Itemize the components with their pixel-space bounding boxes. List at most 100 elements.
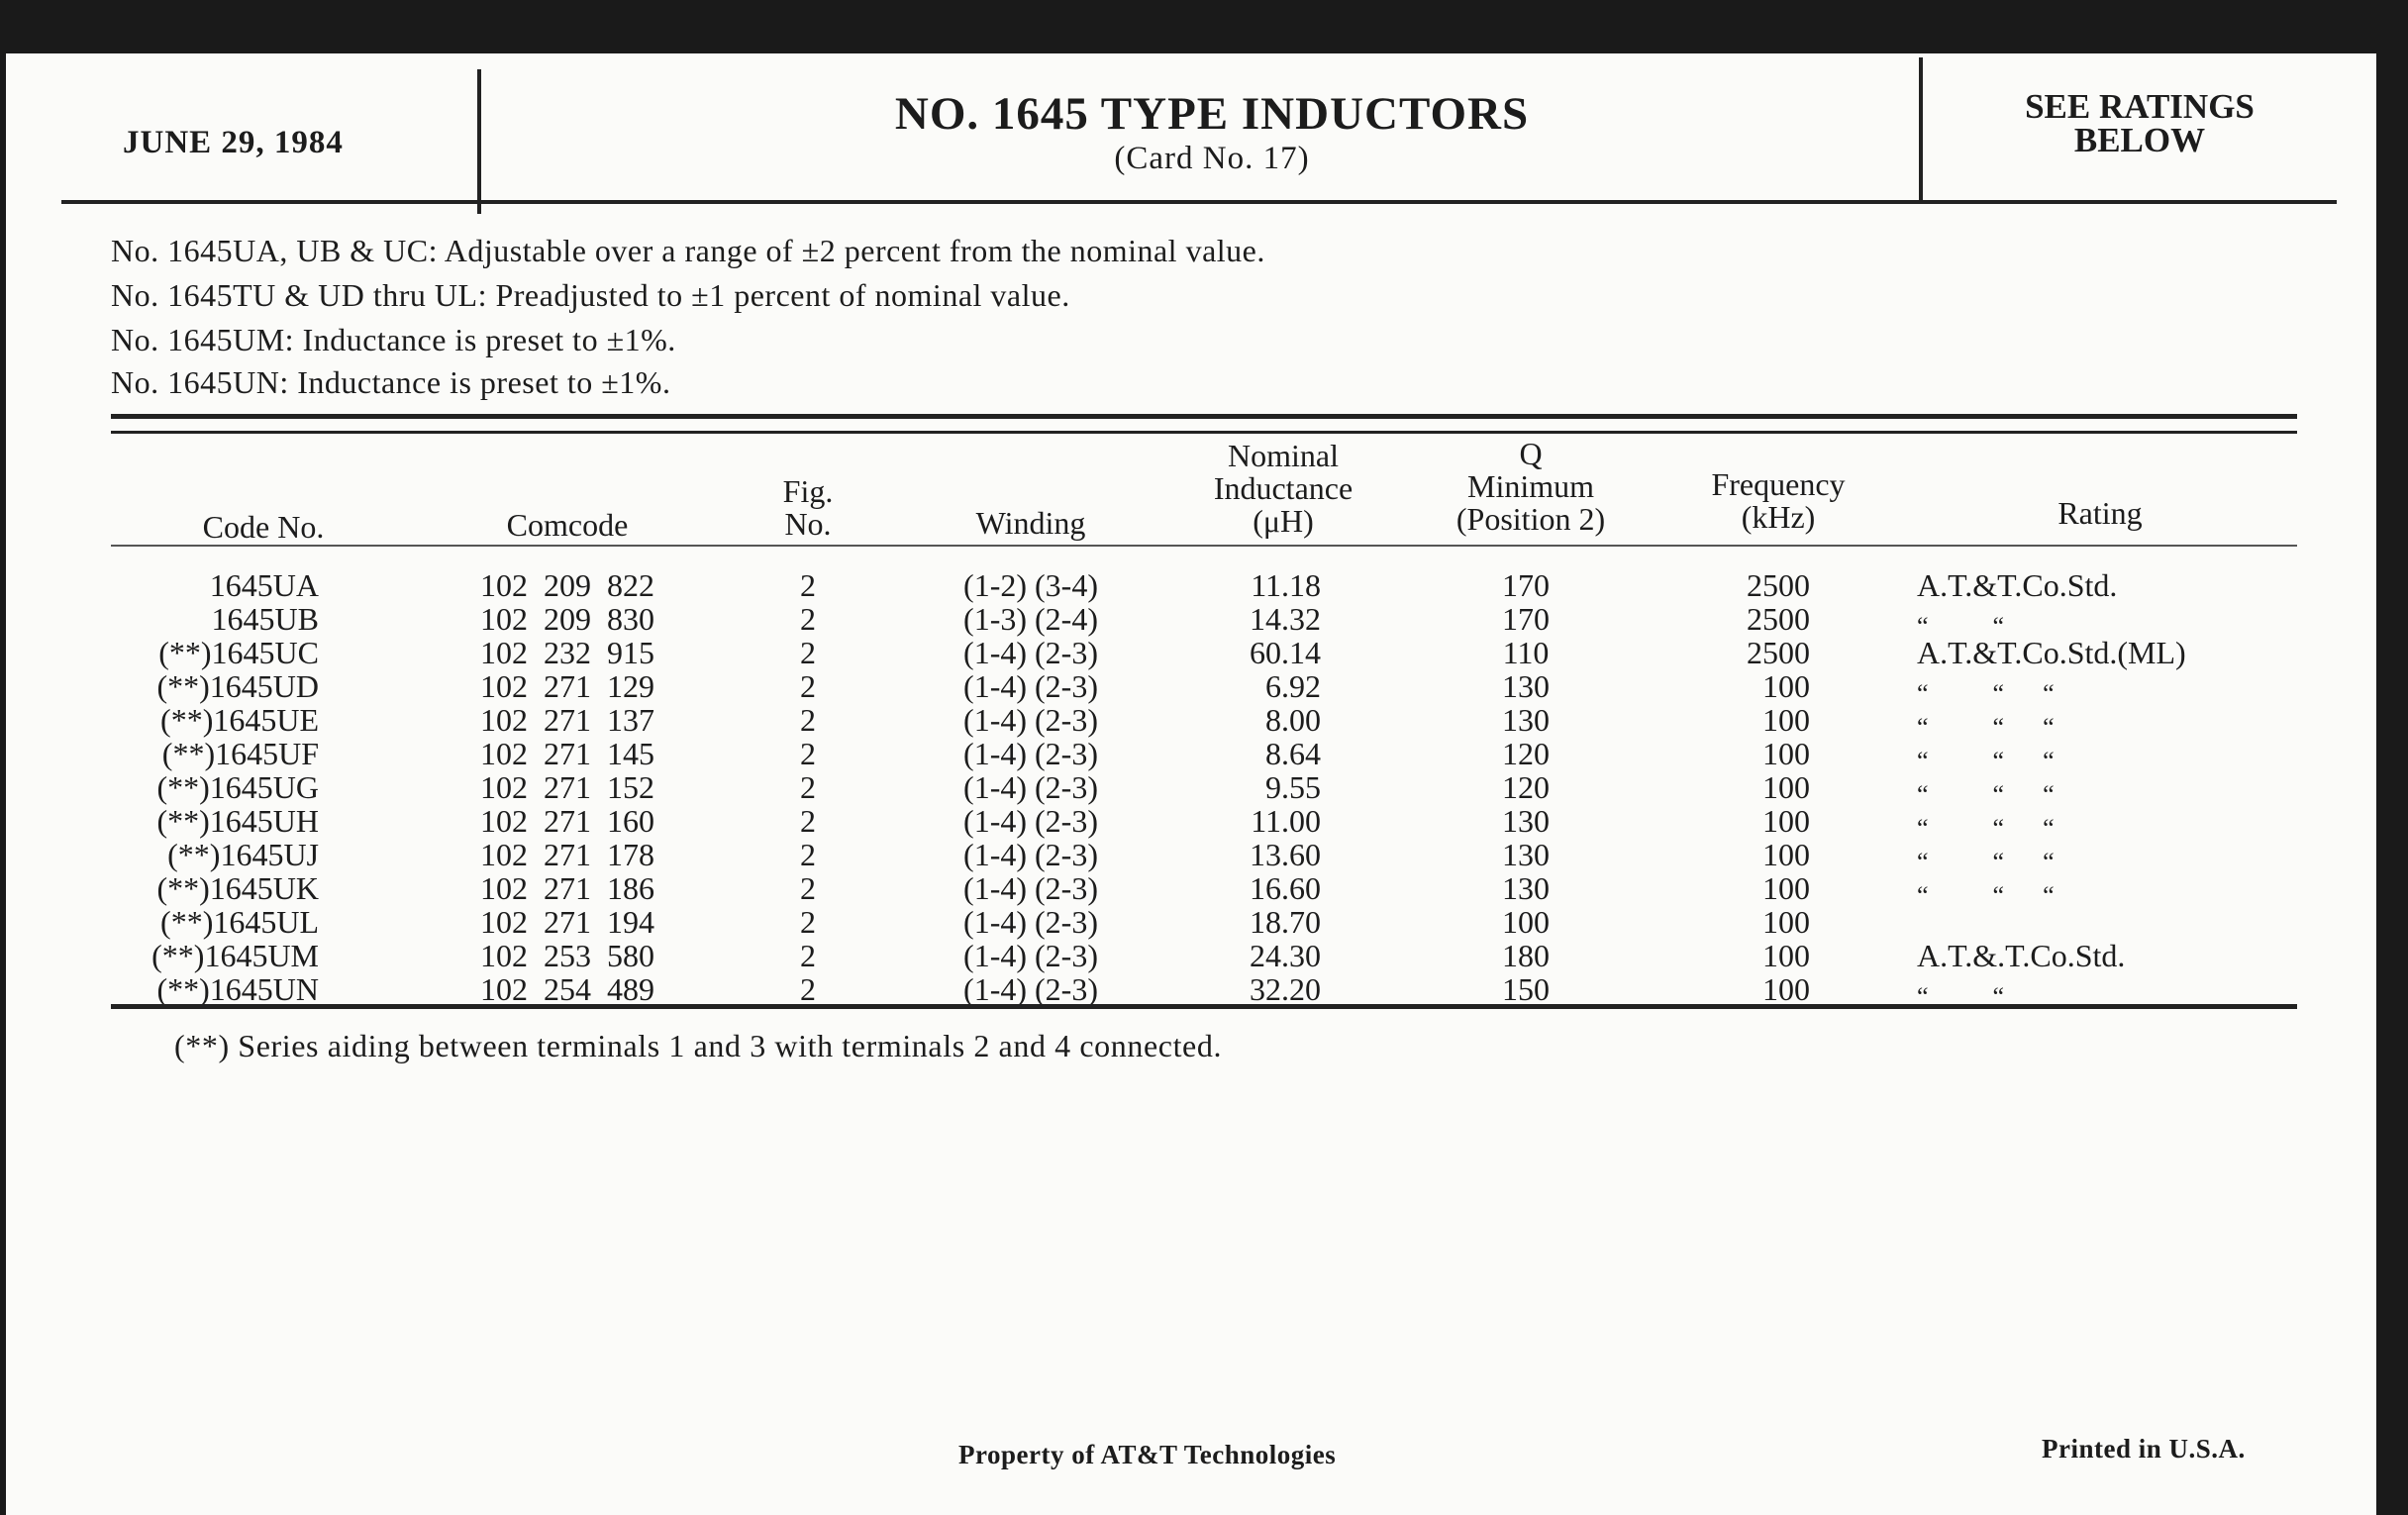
rating-cell: “ “ bbox=[1917, 612, 2005, 641]
q-minimum-cell: 170 bbox=[1502, 567, 1550, 603]
winding-cell: (1-4) (2-3) bbox=[963, 971, 1098, 1007]
code-cell: (**)1645UD bbox=[156, 668, 319, 704]
ratings-note-line1: SEE RATINGS bbox=[2025, 87, 2255, 126]
inductance-cell: 24.30 bbox=[1250, 938, 1321, 973]
q-minimum-cell: 130 bbox=[1502, 803, 1550, 839]
table-row: 1645UB 102 209 830 2 (1-3) (2-4) 14.32 170 250… bbox=[6, 601, 2376, 641]
q-minimum-cell: 130 bbox=[1502, 837, 1550, 872]
card-number: (Card No. 17) bbox=[1114, 141, 1310, 176]
code-cell: (**)1645UC bbox=[158, 635, 319, 670]
q-minimum-cell: 130 bbox=[1502, 702, 1550, 738]
q-minimum-cell: 150 bbox=[1502, 971, 1550, 1007]
inductance-cell: 16.60 bbox=[1250, 870, 1321, 906]
table-row: (**)1645UH 102 271 160 2 (1-4) (2-3) 11.00 13… bbox=[6, 803, 2376, 843]
table-bottom-rule bbox=[111, 1004, 2297, 1009]
winding-cell: (1-4) (2-3) bbox=[963, 938, 1098, 973]
inductance-cell: 32.20 bbox=[1250, 971, 1321, 1007]
note-line: No. 1645UA, UB & UC: Adjustable over a r… bbox=[111, 233, 1265, 268]
comcode-cell: 102 271 152 bbox=[480, 769, 654, 805]
winding-cell: (1-4) (2-3) bbox=[963, 837, 1098, 872]
inductance-cell: 8.00 bbox=[1265, 702, 1321, 738]
header-code: Code No. bbox=[202, 509, 325, 545]
frequency-cell: 2500 bbox=[1747, 567, 1810, 603]
header-q-1: Q bbox=[1519, 436, 1543, 471]
header-frequency-1: Frequency bbox=[1711, 466, 1846, 502]
fig-cell: 2 bbox=[800, 971, 816, 1007]
comcode-cell: 102 232 915 bbox=[480, 635, 654, 670]
header-inductance-3: (μH) bbox=[1253, 503, 1314, 539]
code-cell: 1645UB bbox=[211, 601, 319, 637]
header-inductance-2: Inductance bbox=[1213, 470, 1354, 506]
winding-cell: (1-4) (2-3) bbox=[963, 668, 1098, 704]
fig-cell: 2 bbox=[800, 769, 816, 805]
inductance-cell: 11.00 bbox=[1251, 803, 1321, 839]
header-fig-2: No. bbox=[784, 506, 832, 542]
q-minimum-cell: 100 bbox=[1502, 904, 1550, 940]
comcode-cell: 102 271 194 bbox=[480, 904, 654, 940]
code-cell: (**)1645UN bbox=[156, 971, 319, 1007]
code-cell: (**)1645UE bbox=[160, 702, 319, 738]
property-notice: Property of AT&T Technologies bbox=[958, 1440, 1337, 1469]
frequency-cell: 100 bbox=[1762, 736, 1810, 771]
table-row: (**)1645UK 102 271 186 2 (1-4) (2-3) 16.60 13… bbox=[6, 870, 2376, 910]
rating-cell: “ “ “ bbox=[1917, 679, 2055, 708]
header-fig-1: Fig. bbox=[782, 473, 834, 509]
ratings-note-line2: BELOW bbox=[2073, 121, 2206, 159]
winding-cell: (1-4) (2-3) bbox=[963, 635, 1098, 670]
header-rule bbox=[61, 200, 2337, 204]
rating-cell: A.T.&T.Co.Std. bbox=[1917, 567, 2118, 603]
note-line: No. 1645TU & UD thru UL: Preadjusted to … bbox=[111, 277, 1070, 313]
winding-cell: (1-4) (2-3) bbox=[963, 870, 1098, 906]
inductance-cell: 9.55 bbox=[1265, 769, 1321, 805]
table-row: (**)1645UN 102 254 489 2 (1-4) (2-3) 32.20 15… bbox=[6, 971, 2376, 1011]
rating-cell: “ “ bbox=[1917, 982, 2005, 1011]
header-divider-left bbox=[477, 69, 481, 214]
table-row: (**)1645UE 102 271 137 2 (1-4) (2-3) 8.00 130… bbox=[6, 702, 2376, 742]
header-winding: Winding bbox=[975, 505, 1086, 541]
note-line: No. 1645UN: Inductance is preset to ±1%. bbox=[111, 364, 671, 400]
code-cell: (**)1645UK bbox=[156, 870, 319, 906]
frequency-cell: 100 bbox=[1762, 904, 1810, 940]
rating-cell: “ “ “ bbox=[1917, 814, 2055, 843]
rating-cell: A.T.&.T.Co.Std. bbox=[1917, 938, 2126, 973]
frequency-cell: 100 bbox=[1762, 769, 1810, 805]
winding-cell: (1-4) (2-3) bbox=[963, 736, 1098, 771]
fig-cell: 2 bbox=[800, 803, 816, 839]
inductance-cell: 11.18 bbox=[1251, 567, 1321, 603]
q-minimum-cell: 110 bbox=[1502, 635, 1550, 670]
frequency-cell: 100 bbox=[1762, 668, 1810, 704]
header-inductance-1: Nominal bbox=[1228, 438, 1339, 473]
header-divider-right bbox=[1919, 57, 1923, 202]
fig-cell: 2 bbox=[800, 938, 816, 973]
fig-cell: 2 bbox=[800, 702, 816, 738]
comcode-cell: 102 209 830 bbox=[480, 601, 654, 637]
rating-cell: “ “ “ bbox=[1917, 881, 2055, 910]
rating-cell: “ “ “ bbox=[1917, 848, 2055, 876]
fig-cell: 2 bbox=[800, 601, 816, 637]
rating-cell: A.T.&T.Co.Std.(ML) bbox=[1917, 635, 2186, 670]
inductance-cell: 6.92 bbox=[1265, 668, 1321, 704]
inductance-cell: 60.14 bbox=[1250, 635, 1321, 670]
card-title: NO. 1645 TYPE INDUCTORS bbox=[894, 88, 1530, 140]
frequency-cell: 2500 bbox=[1747, 601, 1810, 637]
comcode-cell: 102 271 160 bbox=[480, 803, 654, 839]
frequency-cell: 100 bbox=[1762, 971, 1810, 1007]
footnote: (**) Series aiding between terminals 1 a… bbox=[174, 1028, 1223, 1063]
winding-cell: (1-2) (3-4) bbox=[963, 567, 1098, 603]
note-line: No. 1645UM: Inductance is preset to ±1%. bbox=[111, 322, 676, 357]
comcode-cell: 102 271 145 bbox=[480, 736, 654, 771]
winding-cell: (1-4) (2-3) bbox=[963, 702, 1098, 738]
frequency-cell: 100 bbox=[1762, 837, 1810, 872]
frequency-cell: 100 bbox=[1762, 938, 1810, 973]
code-cell: (**)1645UF bbox=[161, 736, 319, 771]
inductance-cell: 18.70 bbox=[1250, 904, 1321, 940]
code-cell: 1645UA bbox=[209, 567, 319, 603]
table-top-rule-2 bbox=[111, 431, 2297, 434]
fig-cell: 2 bbox=[800, 870, 816, 906]
table-row: (**)1645UL 102 271 194 2 (1-4) (2-3) 18.70 10… bbox=[6, 905, 2376, 939]
comcode-cell: 102 271 129 bbox=[480, 668, 654, 704]
fig-cell: 2 bbox=[800, 668, 816, 704]
winding-cell: (1-3) (2-4) bbox=[963, 601, 1098, 637]
winding-cell: (1-4) (2-3) bbox=[963, 904, 1098, 940]
printed-in-notice: Printed in U.S.A. bbox=[2042, 1434, 2246, 1464]
